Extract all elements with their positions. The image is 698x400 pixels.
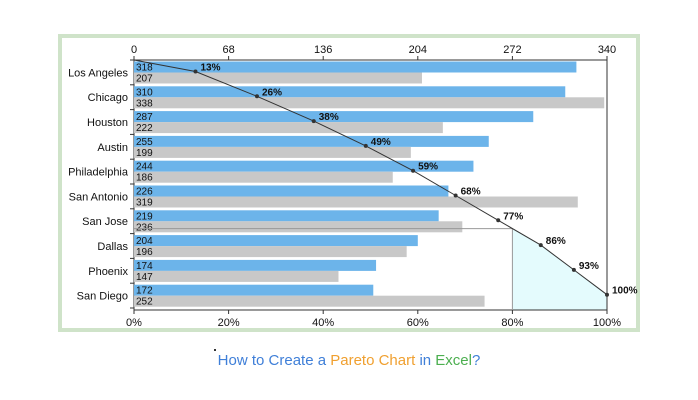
bar-value-label: 196 <box>136 247 153 258</box>
bar-value-label: 244 <box>136 162 153 173</box>
bar-series-2 <box>134 270 339 282</box>
bar-value-label: 172 <box>136 286 153 297</box>
bottom-axis-tick-label: 20% <box>218 317 240 329</box>
pareto-point <box>311 119 316 124</box>
caption-segment: How to Create a <box>217 352 331 369</box>
bar-value-label: 219 <box>136 211 153 222</box>
pareto-percent-label: 59% <box>418 162 438 173</box>
bar-value-label: 252 <box>136 297 153 308</box>
bar-value-label: 255 <box>136 137 153 148</box>
pareto-point <box>453 193 458 198</box>
bar-series-1 <box>134 210 439 222</box>
caption-segment: in <box>415 352 436 369</box>
bar-value-label: 147 <box>136 272 153 283</box>
stray-dot <box>214 349 216 351</box>
category-label: Phoenix <box>88 266 128 278</box>
top-axis-tick-label: 204 <box>409 44 427 56</box>
pareto-percent-label: 86% <box>546 236 566 247</box>
bar-value-label: 338 <box>136 98 153 109</box>
pareto-percent-label: 93% <box>579 261 599 272</box>
bar-series-2 <box>134 171 393 183</box>
bar-series-1 <box>134 86 566 98</box>
caption-segment: ? <box>471 352 481 369</box>
pareto-point <box>193 69 198 74</box>
category-label: San Antonio <box>69 191 128 203</box>
pareto-percent-label: 100% <box>612 286 638 297</box>
category-label: Austin <box>97 142 128 154</box>
bar-value-label: 310 <box>136 87 153 98</box>
bar-value-label: 222 <box>136 123 153 134</box>
category-label: San Jose <box>82 216 128 228</box>
bar-value-label: 207 <box>136 74 153 85</box>
top-axis-tick-label: 68 <box>222 44 234 56</box>
bar-value-label: 236 <box>136 222 153 233</box>
category-label: Philadelphia <box>68 167 129 179</box>
bar-series-1 <box>134 135 489 147</box>
bar-value-label: 186 <box>136 173 153 184</box>
bar-series-2 <box>134 122 443 134</box>
top-axis-tick-label: 272 <box>503 44 521 56</box>
bar-series-2 <box>134 246 407 258</box>
bar-series-1 <box>134 160 474 172</box>
pareto-point <box>411 168 416 173</box>
category-label: Dallas <box>97 241 128 253</box>
bottom-axis-tick-label: 80% <box>501 317 523 329</box>
bar-series-1 <box>134 235 418 247</box>
top-axis-tick-label: 340 <box>598 44 616 56</box>
bar-series-2 <box>134 146 411 158</box>
category-label: Los Angeles <box>68 67 128 79</box>
pareto-percent-label: 38% <box>319 112 339 123</box>
bar-series-2 <box>134 97 605 109</box>
caption-segment: Excel <box>435 352 472 369</box>
bottom-axis-tick-label: 0% <box>126 317 142 329</box>
bar-series-1 <box>134 61 577 73</box>
pareto-point <box>254 94 259 99</box>
caption-segment: Pareto Chart <box>330 352 416 369</box>
top-axis-tick-label: 0 <box>131 44 137 56</box>
bar-value-label: 318 <box>136 63 153 74</box>
pareto-point <box>605 292 609 297</box>
pareto-percent-label: 77% <box>503 211 523 222</box>
pareto-point <box>571 267 576 272</box>
bar-value-label: 226 <box>136 187 153 198</box>
pareto-percent-label: 13% <box>200 63 220 74</box>
category-label: Houston <box>87 117 128 129</box>
pareto-point <box>496 218 501 223</box>
bar-series-1 <box>134 259 377 271</box>
bar-series-1 <box>134 284 374 296</box>
bar-series-2 <box>134 72 422 84</box>
pareto-point <box>538 243 543 248</box>
bar-series-1 <box>134 185 449 197</box>
pareto-cumulative-line <box>133 59 608 296</box>
chart-caption: How to Create a Pareto Chart in Excel? <box>0 352 698 369</box>
bar-value-label: 204 <box>136 236 153 247</box>
bottom-axis-tick-label: 40% <box>312 317 334 329</box>
bar-value-label: 199 <box>136 148 153 159</box>
bottom-axis-tick-label: 100% <box>593 317 621 329</box>
pareto-percent-label: 68% <box>461 187 481 198</box>
bar-series-2 <box>134 295 485 307</box>
bar-value-label: 287 <box>136 112 153 123</box>
top-axis-tick-label: 136 <box>314 44 332 56</box>
bar-series-2 <box>134 221 463 233</box>
pareto-percent-label: 49% <box>371 137 391 148</box>
pareto-percent-label: 26% <box>262 87 282 98</box>
bar-series-1 <box>134 111 534 123</box>
bar-value-label: 174 <box>136 261 153 272</box>
category-label: Chicago <box>88 92 128 104</box>
pareto-point <box>363 143 368 148</box>
bottom-axis-tick-label: 60% <box>407 317 429 329</box>
bar-series-2 <box>134 196 578 208</box>
bar-value-label: 319 <box>136 198 153 209</box>
category-label: San Diego <box>77 291 128 303</box>
chart-frame <box>58 34 640 332</box>
pareto-shaded-region <box>512 228 607 310</box>
